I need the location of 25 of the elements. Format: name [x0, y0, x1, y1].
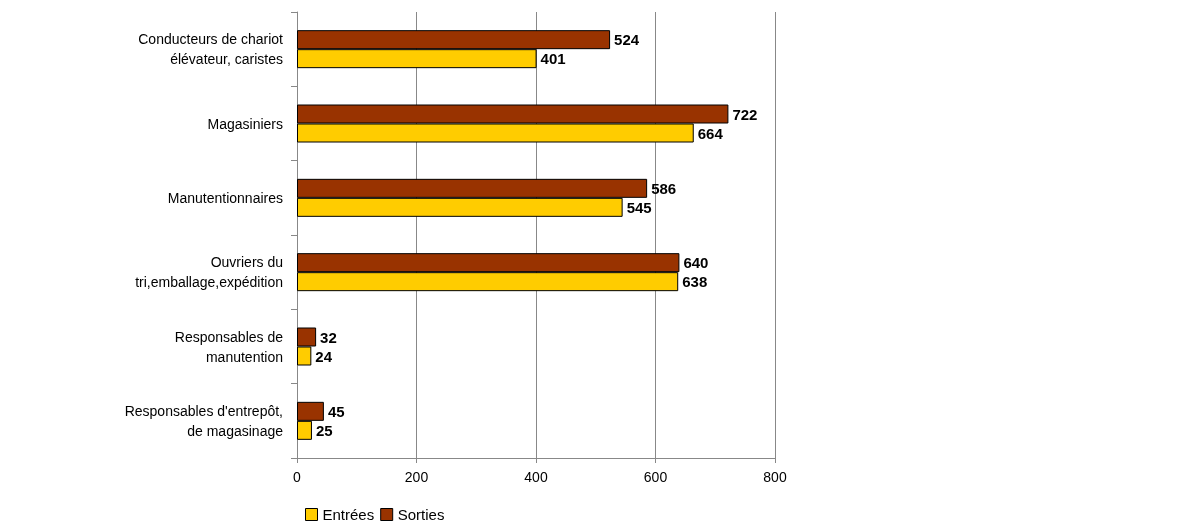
x-tick-label: 0 [293, 469, 302, 485]
y-tick-label: Magasiniers [207, 115, 283, 132]
data-label: 586 [651, 179, 677, 197]
y-tick-label: Manutentionnaires [167, 189, 283, 206]
data-label: 401 [540, 50, 566, 68]
data-label: 524 [614, 31, 640, 49]
legend-label: Sorties [397, 506, 445, 523]
y-tick-label: Responsables de manutention [174, 328, 284, 365]
data-label: 640 [683, 254, 709, 272]
data-label: 638 [682, 273, 708, 291]
data-label: 45 [327, 402, 345, 420]
x-tick-label: 800 [763, 469, 787, 485]
data-label: 722 [732, 105, 758, 123]
y-tick-label: Responsables d'entrepôt, de magasinage [124, 402, 284, 439]
x-tick-label: 400 [524, 469, 548, 485]
data-label: 32 [320, 328, 337, 346]
x-tick-label: 600 [643, 469, 668, 485]
legend-label: Entrées [322, 506, 375, 523]
y-tick-label: Conducteurs de chariot élévateur, caristes [138, 31, 284, 68]
data-label: 664 [697, 124, 724, 142]
data-label: 24 [315, 347, 333, 365]
data-label: 25 [315, 421, 333, 439]
data-label: 545 [626, 198, 652, 216]
x-tick-label: 200 [404, 469, 429, 485]
y-tick-label: Ouvriers du tri,emballage,expédition [135, 254, 283, 291]
